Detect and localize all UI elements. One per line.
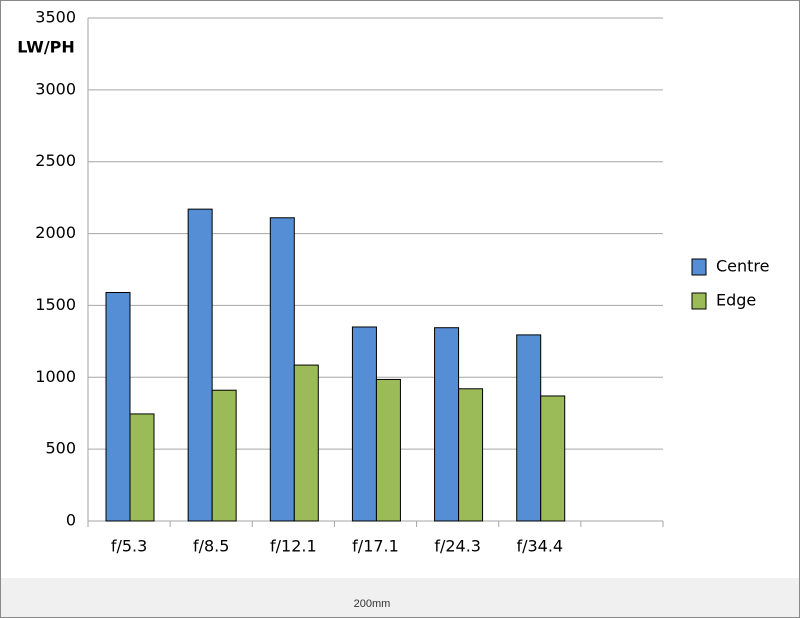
y-tick-label: 3500 bbox=[35, 8, 76, 27]
bar bbox=[375, 378, 401, 522]
footer-band bbox=[0, 578, 800, 618]
y-tick-label: 2500 bbox=[35, 151, 76, 170]
y-tick-label: 1500 bbox=[35, 295, 76, 314]
x-tick-label: f/5.3 bbox=[111, 537, 147, 556]
bar bbox=[105, 291, 131, 522]
bar bbox=[351, 326, 377, 522]
y-axis-label: LW/PH bbox=[17, 38, 75, 57]
y-tick-label: 0 bbox=[66, 511, 76, 530]
legend-label: Edge bbox=[716, 291, 756, 310]
bar bbox=[458, 388, 484, 522]
y-tick-label: 500 bbox=[45, 439, 76, 458]
bar bbox=[434, 327, 460, 522]
x-tick-label: f/17.1 bbox=[352, 537, 399, 556]
x-tick-label: f/24.3 bbox=[434, 537, 481, 556]
caption: 200mm bbox=[354, 598, 391, 610]
bar bbox=[269, 217, 295, 522]
bar bbox=[211, 389, 237, 522]
x-tick-label: f/8.5 bbox=[193, 537, 229, 556]
bar bbox=[187, 208, 213, 522]
bar bbox=[293, 364, 319, 522]
bar bbox=[540, 395, 566, 522]
y-tick-label: 3000 bbox=[35, 79, 76, 98]
legend-swatch bbox=[691, 292, 707, 310]
y-tick-label: 1000 bbox=[35, 367, 76, 386]
x-tick-label: f/12.1 bbox=[270, 537, 317, 556]
x-tick-label: f/34.4 bbox=[516, 537, 563, 556]
bar bbox=[516, 334, 542, 522]
legend-label: Centre bbox=[716, 257, 770, 276]
y-tick-label: 2000 bbox=[35, 223, 76, 242]
legend-swatch bbox=[691, 258, 707, 276]
bar bbox=[129, 413, 155, 522]
